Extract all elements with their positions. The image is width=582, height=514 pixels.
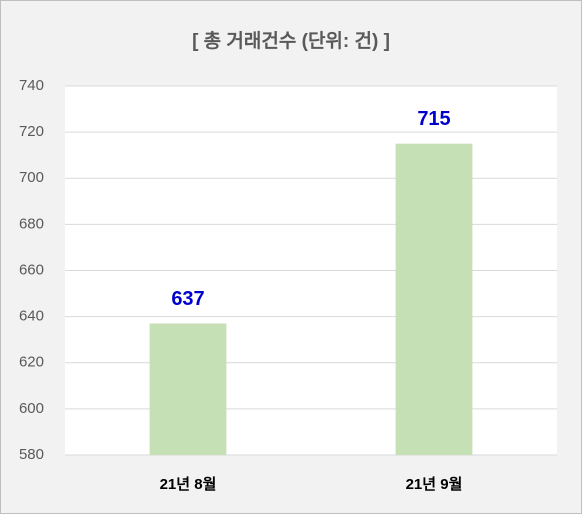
x-tick-label: 21년 9월 [406,476,463,493]
y-tick-label: 720 [19,123,44,140]
bar [149,323,227,455]
data-label: 637 [171,288,204,310]
y-tick-label: 660 [19,261,44,278]
y-tick-label: 640 [19,308,44,325]
data-label: 715 [417,108,450,130]
y-tick-label: 740 [19,77,44,94]
y-tick-label: 620 [19,354,44,371]
x-tick-label: 21년 8월 [160,476,217,493]
chart-title: [ 총 거래건수 (단위: 건) ] [192,30,390,52]
bar [395,143,473,455]
y-tick-label: 580 [19,446,44,463]
y-tick-label: 680 [19,215,44,232]
y-tick-label: 600 [19,400,44,417]
y-tick-label: 700 [19,169,44,186]
